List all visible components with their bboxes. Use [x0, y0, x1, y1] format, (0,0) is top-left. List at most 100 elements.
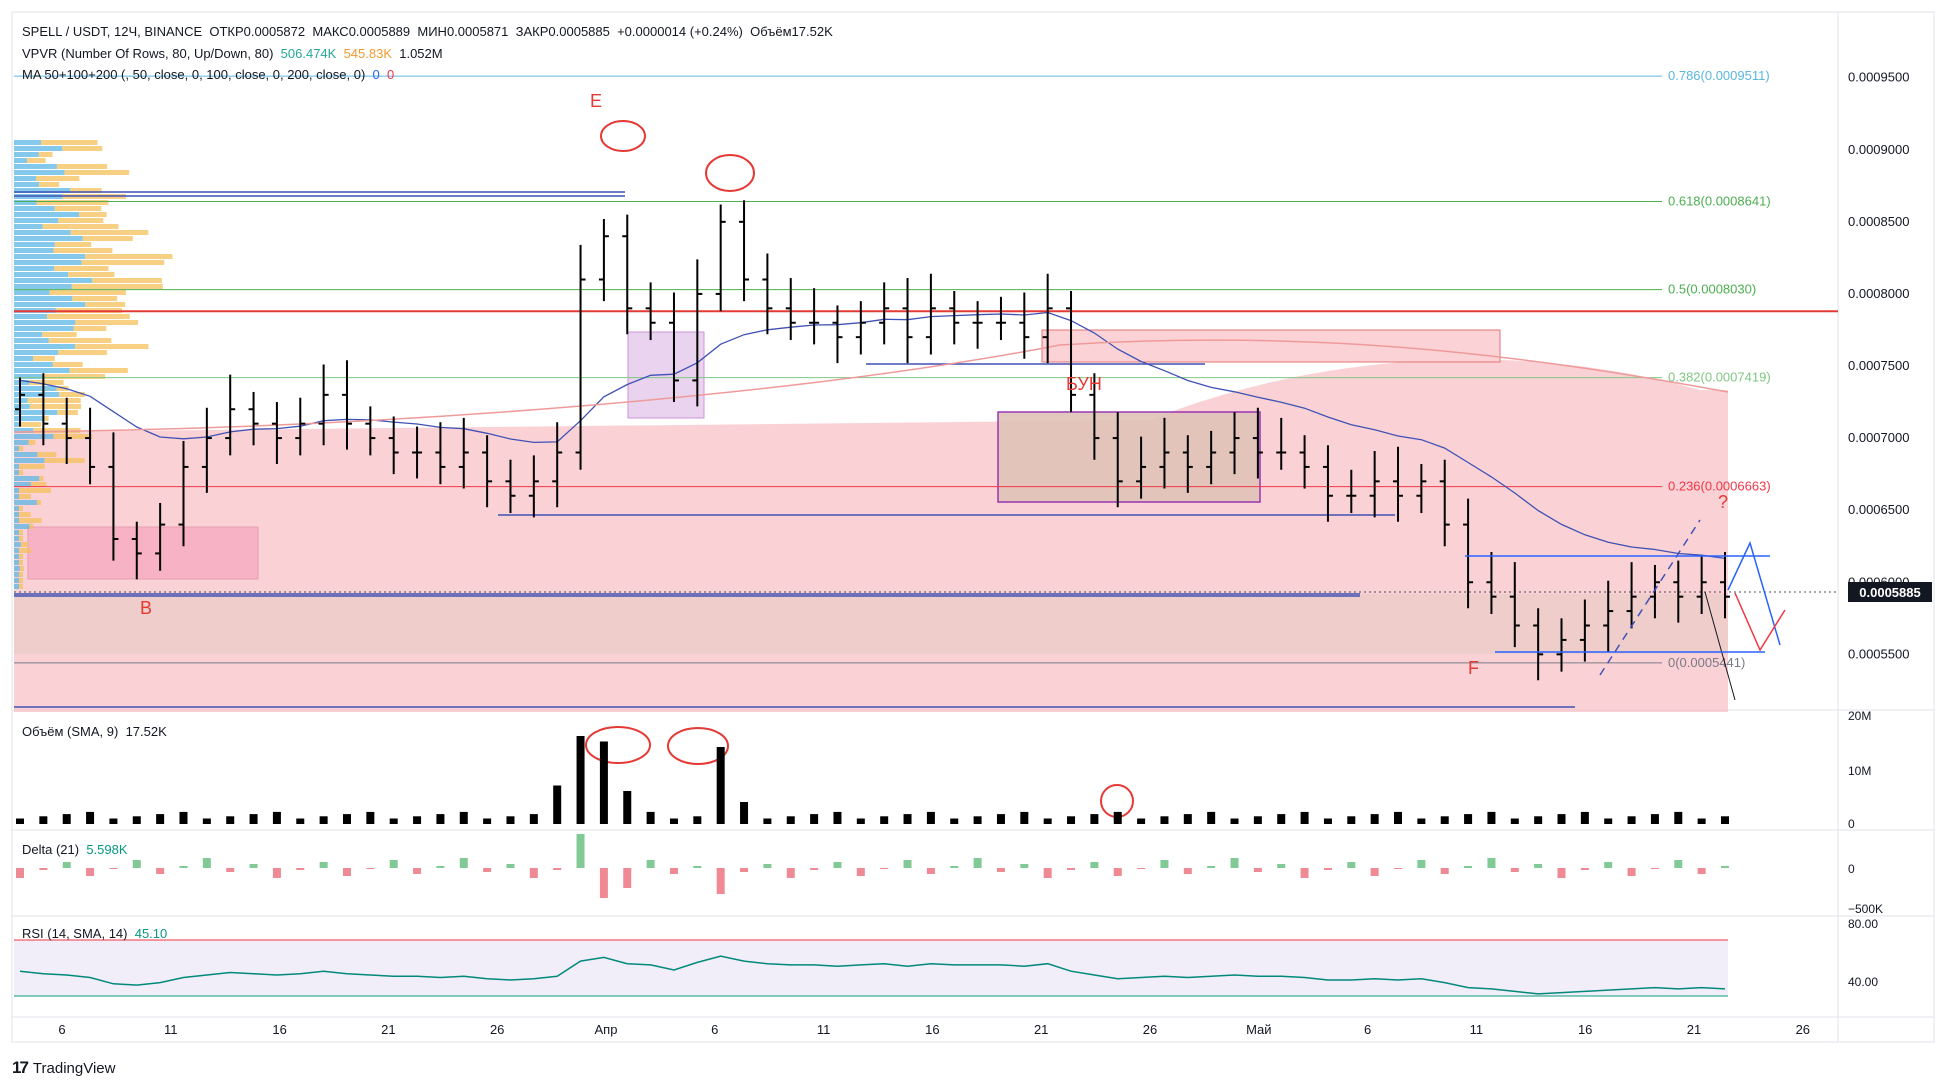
delta-pane-label: Delta (21): [22, 842, 80, 857]
volume-bar: [179, 811, 188, 824]
vpvr-bar-down: [82, 236, 133, 241]
vpvr-bar-down: [49, 290, 127, 295]
vpvr-bar-up: [14, 554, 19, 559]
delta-bar: [1160, 860, 1169, 868]
label-f: F: [1468, 658, 1479, 678]
vpvr-bar-up: [14, 560, 19, 565]
tradingview-logo[interactable]: 17 TradingView: [12, 1058, 115, 1078]
vpvr-bar-up: [14, 302, 86, 307]
vpvr-bar-down: [28, 440, 36, 445]
volume-bar: [1464, 814, 1473, 824]
vpvr-bar-down: [19, 506, 23, 511]
delta-bar: [996, 868, 1005, 872]
time-axis: 6 11 16 21 26 Апр 6 11 16 21 26 Май 6 11 16 21 26: [58, 1022, 1810, 1037]
ma-v2: 0: [386, 67, 395, 82]
vpvr-bar-up: [14, 542, 21, 547]
volume-bar: [950, 818, 959, 824]
volume-bar: [1697, 818, 1706, 824]
vpvr-bar-down: [56, 164, 108, 169]
delta-bar: [553, 868, 562, 870]
ma-legend[interactable]: MA 50+100+200 (, 50, close, 0, 100, clos…: [22, 67, 394, 82]
vpvr-bar-down: [19, 572, 23, 577]
volume-bar: [1347, 816, 1356, 824]
vpvr-bar-down: [36, 500, 41, 505]
delta-pane-value: 5.598K: [86, 842, 128, 857]
delta-bar: [1043, 868, 1052, 878]
vpvr-bar-up: [14, 548, 19, 553]
vpvr-bar-up: [14, 248, 54, 253]
delta-bar: [39, 868, 48, 870]
peak-circle-e: [600, 120, 646, 152]
volume-bar: [1207, 811, 1216, 824]
time-tick: Апр: [595, 1022, 618, 1037]
volume-bar: [272, 811, 281, 824]
projection-dashed: [1599, 519, 1701, 676]
volume-bar: [226, 816, 235, 824]
vpvr-bar-up: [14, 254, 85, 259]
vpvr-bar-up: [14, 146, 63, 151]
volume-tick-10m: 10M: [1848, 764, 1871, 778]
volume-tick-20m: 20M: [1848, 709, 1871, 723]
vpvr-bar-down: [19, 464, 45, 469]
volume-pane-label: Объём (SMA, 9): [22, 724, 119, 739]
volume-bar: [926, 811, 935, 824]
volume-bar: [1534, 816, 1543, 824]
symbol-line[interactable]: SPELL / USDT, 12Ч, BINANCE: [22, 24, 203, 39]
vpvr-bar-down: [42, 332, 77, 337]
vpvr-bar-down: [44, 416, 49, 421]
volume-bar: [1370, 814, 1379, 824]
vpvr-bar-up: [14, 218, 59, 223]
volume-bar: [1090, 814, 1099, 824]
delta-bar: [109, 868, 118, 869]
vpvr-bar-up: [14, 584, 19, 589]
delta-bar: [1090, 862, 1099, 868]
delta-bar: [1230, 858, 1239, 868]
vpvr-bar-up: [14, 266, 55, 271]
volume-bar: [1580, 811, 1589, 824]
volume-legend[interactable]: Объём (SMA, 9) 17.52K: [22, 724, 167, 739]
delta-bar: [1020, 864, 1029, 868]
delta-bar: [693, 866, 702, 868]
volume-bar: [716, 747, 725, 824]
delta-bar: [1627, 868, 1636, 876]
volume-bar: [1160, 816, 1169, 824]
volume-bar: [1043, 818, 1052, 824]
volume-circle-1: [585, 726, 651, 764]
open-value: 0.0005872: [243, 24, 306, 39]
vpvr-bar-down: [56, 386, 69, 391]
vpvr-bar-up: [14, 158, 27, 163]
vpvr-bar-down: [42, 374, 106, 379]
time-tick: 6: [1364, 1022, 1371, 1037]
volume-bar: [786, 816, 795, 824]
volume-bar: [1487, 811, 1496, 824]
delta-legend[interactable]: Delta (21) 5.598K: [22, 842, 128, 857]
vpvr-bar-up: [14, 572, 19, 577]
volume-bar: [856, 818, 865, 824]
vpvr-bar-down: [30, 482, 47, 487]
delta-bar: [623, 868, 632, 888]
delta-bar: [599, 868, 608, 898]
delta-bar: [1183, 868, 1192, 874]
vpvr-bar-down: [70, 230, 149, 235]
vpvr-bar-down: [68, 272, 115, 277]
volume-bar: [483, 818, 492, 824]
rsi-pane-value: 45.10: [134, 926, 168, 941]
vpvr-bar-down: [37, 452, 57, 457]
vpvr-bar-down: [42, 224, 119, 229]
volume-bar: [389, 818, 398, 824]
vpvr-bar-up: [14, 164, 57, 169]
vpvr-bar-down: [19, 470, 23, 475]
delta-bar: [226, 868, 235, 872]
vpvr-legend[interactable]: VPVR (Number Of Rows, 80, Up/Down, 80) 5…: [22, 46, 443, 61]
volume-bar: [763, 818, 772, 824]
rsi-legend[interactable]: RSI (14, SMA, 14) 45.10: [22, 926, 167, 941]
volume-bar: [833, 811, 842, 824]
vpvr-bar-up: [14, 182, 40, 187]
vpvr-bar-down: [41, 140, 98, 145]
delta-bar: [1440, 868, 1449, 874]
vpvr-bar-up: [14, 284, 72, 289]
vpvr-bar-down: [54, 242, 92, 247]
vpvr-bar-up: [14, 236, 83, 241]
delta-bar: [810, 868, 819, 870]
